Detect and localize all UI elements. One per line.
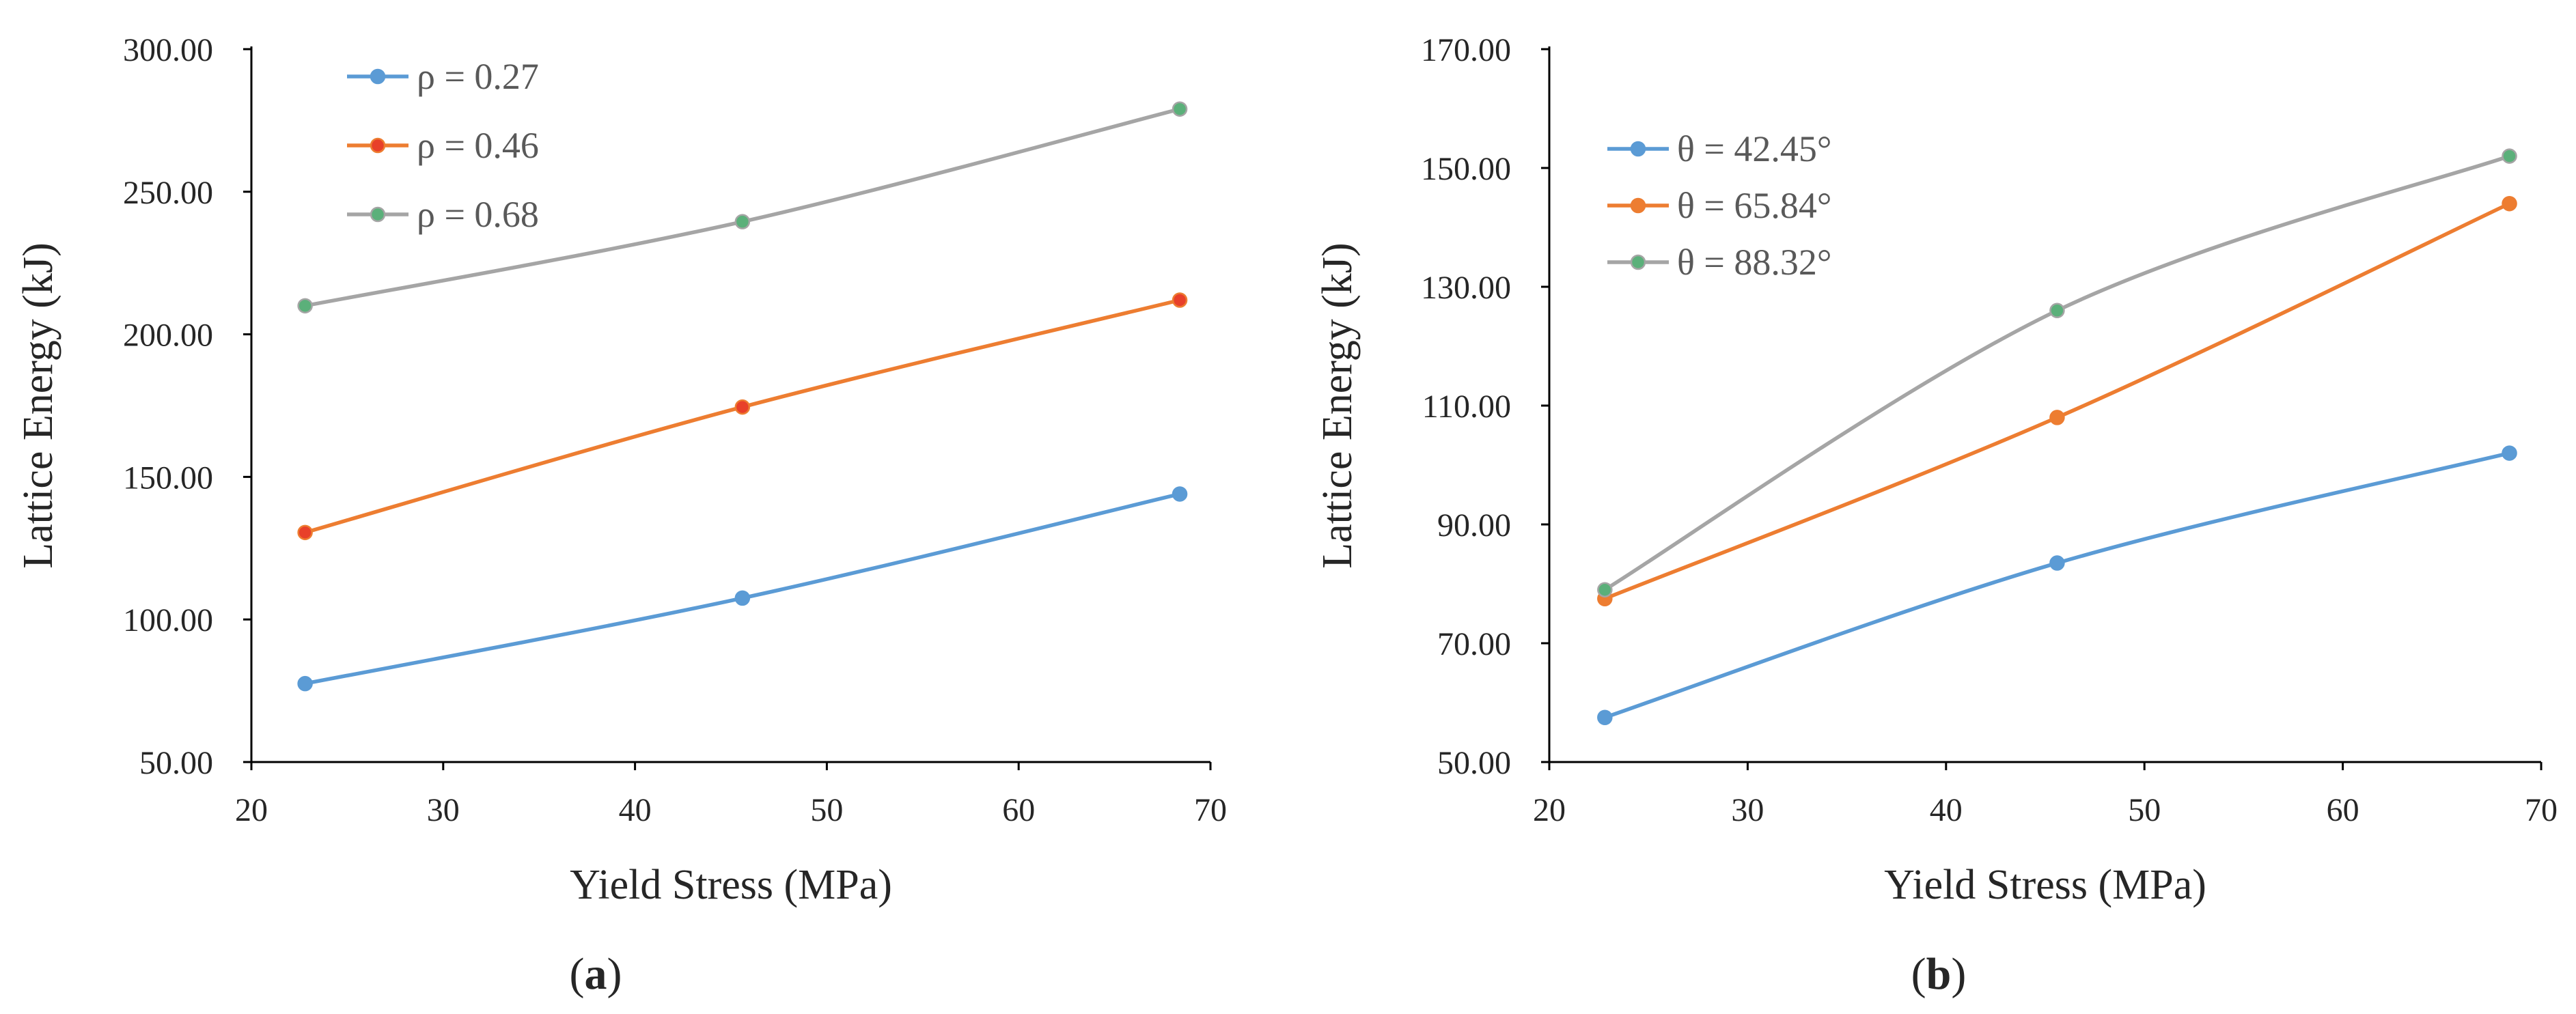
- panel-caption: (a): [570, 949, 622, 999]
- x-tick-label: 50: [810, 792, 843, 828]
- data-point: [1597, 709, 1613, 725]
- data-point: [1172, 101, 1188, 117]
- y-tick-label: 50.00: [139, 745, 213, 781]
- x-tick-label: 20: [1533, 792, 1566, 828]
- panel-label: b: [1926, 949, 1952, 999]
- legend-label: θ = 65.84°: [1677, 185, 1831, 226]
- y-tick-label: 250.00: [123, 175, 213, 211]
- data-point: [2502, 445, 2517, 461]
- data-point: [1172, 292, 1188, 308]
- x-tick-label: 40: [619, 792, 652, 828]
- x-tick-label: 40: [1930, 792, 1963, 828]
- panel-label: a: [585, 949, 607, 999]
- legend-swatch-marker: [1630, 254, 1646, 270]
- panel-caption: (b): [1911, 949, 1967, 999]
- y-tick-label: 150.00: [123, 460, 213, 496]
- legend-swatch-marker: [370, 206, 386, 223]
- x-tick-label: 70: [1194, 792, 1227, 828]
- chart-panel-a: 50.00 100.00 150.00 200.00 250.00 300.00 20 30 4…: [15, 32, 1227, 999]
- x-tick-label: 30: [427, 792, 460, 828]
- legend-label: θ = 42.45°: [1677, 128, 1831, 169]
- legend-label: θ = 88.32°: [1677, 242, 1831, 283]
- x-tick-label: 20: [235, 792, 268, 828]
- legend-swatch-marker: [370, 137, 386, 154]
- data-point: [2049, 302, 2065, 319]
- data-point: [297, 524, 313, 541]
- y-tick-label: 110.00: [1422, 389, 1511, 425]
- data-point: [2049, 555, 2065, 571]
- legend-swatch-marker: [370, 68, 386, 85]
- y-tick-label: 70.00: [1437, 626, 1511, 662]
- legend-swatch-marker: [1630, 141, 1646, 157]
- x-tick-label: 70: [2525, 792, 2558, 828]
- chart-panel-b: 50.00 70.00 90.00 110.00 130.00 150.00 170.00 2…: [1314, 32, 2558, 999]
- data-point: [734, 399, 751, 415]
- y-tick-label: 150.00: [1421, 151, 1511, 187]
- x-axis-title: Yield Stress (MPa): [570, 862, 892, 908]
- y-axis-title: Lattice Energy (kJ): [15, 242, 61, 568]
- y-tick-label: 170.00: [1421, 32, 1511, 68]
- x-axis-title: Yield Stress (MPa): [1884, 862, 2206, 908]
- data-point: [1597, 582, 1613, 597]
- data-point: [734, 214, 751, 229]
- data-point: [297, 298, 313, 314]
- series-line-1: [303, 492, 1182, 686]
- y-tick-label: 50.00: [1437, 745, 1511, 781]
- legend-label: ρ = 0.68: [417, 194, 539, 235]
- y-tick-label: 90.00: [1437, 507, 1511, 544]
- data-point: [734, 590, 751, 606]
- data-point: [297, 675, 313, 692]
- y-tick-label: 100.00: [123, 602, 213, 638]
- series-line-2: [303, 298, 1182, 535]
- x-tick-label: 30: [1731, 792, 1764, 828]
- legend-label: ρ = 0.46: [417, 125, 539, 166]
- data-point: [1172, 486, 1188, 502]
- legend-swatch-marker: [1630, 197, 1646, 214]
- data-point: [2502, 148, 2517, 164]
- y-axis-title: Lattice Energy (kJ): [1314, 242, 1361, 568]
- y-tick-label: 300.00: [123, 32, 213, 68]
- data-point: [2049, 410, 2065, 425]
- x-tick-label: 60: [1002, 792, 1035, 828]
- y-tick-label: 200.00: [123, 318, 213, 354]
- data-point: [2502, 195, 2517, 212]
- x-tick-label: 50: [2128, 792, 2161, 828]
- legend-label: ρ = 0.27: [417, 56, 539, 97]
- x-tick-label: 60: [2327, 792, 2359, 828]
- series-line-1: [1603, 451, 2512, 720]
- y-tick-label: 130.00: [1421, 270, 1511, 306]
